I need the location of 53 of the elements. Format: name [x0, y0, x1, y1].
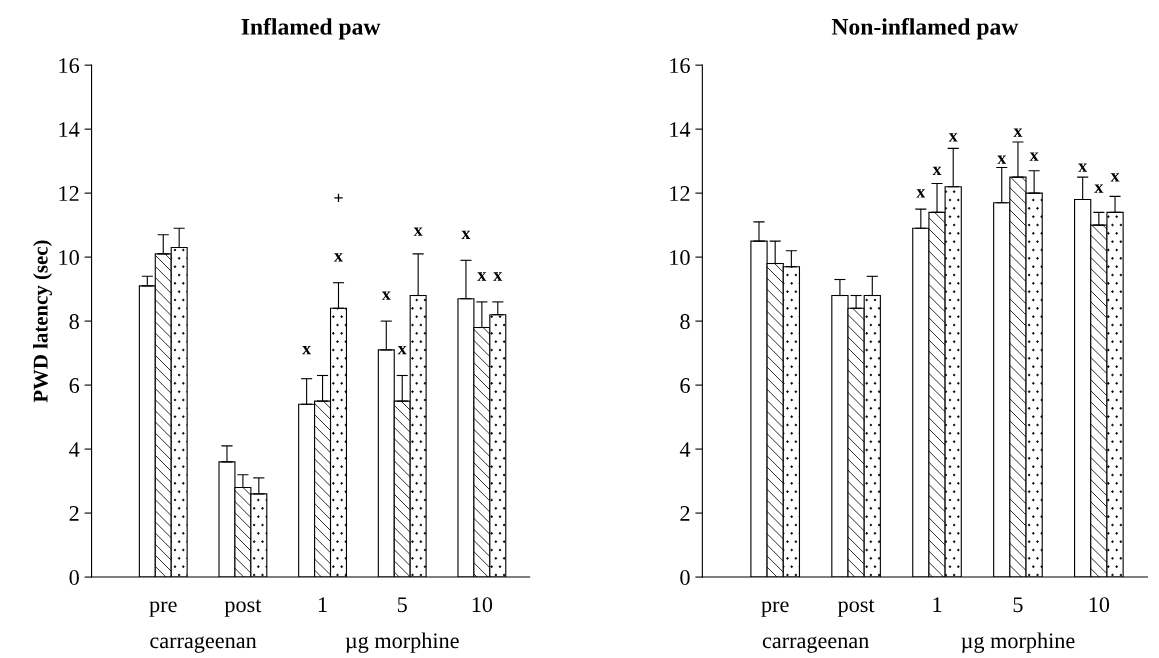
- y-tick-label: 0: [680, 570, 690, 585]
- x-tick-label: 5: [1013, 597, 1023, 613]
- annotation: x: [932, 166, 942, 176]
- x-tick-label: 1: [318, 597, 327, 612]
- annotation: x: [413, 227, 423, 236]
- annotation: x: [1094, 184, 1104, 193]
- x-tick-label: 5: [397, 597, 407, 613]
- annotation: x: [997, 155, 1007, 164]
- text: carrageenan: [762, 636, 869, 653]
- y-tick-label: 12: [59, 186, 79, 201]
- annotation: x: [916, 189, 926, 198]
- y-axis-title: PWD latency (sec): [33, 240, 52, 403]
- y-tick-label: 8: [69, 314, 79, 330]
- chart-title: Inflamed paw: [241, 17, 381, 40]
- y-tick-label: 12: [670, 186, 690, 201]
- y-tick-label: 2: [680, 506, 690, 521]
- x-tick-label: pre: [761, 601, 789, 617]
- annotation: x: [1013, 128, 1023, 137]
- y-tick-label: 16: [59, 58, 80, 74]
- text: carrageenan: [150, 636, 257, 653]
- x-tick-label: 1: [933, 597, 942, 612]
- annotation: x: [948, 133, 958, 142]
- x-tick-label: post: [837, 599, 875, 617]
- annotation: x: [477, 272, 487, 281]
- chart-title: Non-inflamed paw: [831, 17, 1019, 40]
- y-tick-label: 10: [59, 250, 79, 266]
- y-tick-label: 16: [670, 58, 690, 74]
- annotation: x: [461, 230, 471, 240]
- y-tick-label: 14: [59, 122, 80, 137]
- annotation: x: [1078, 163, 1088, 172]
- text: µg morphine: [961, 632, 1075, 653]
- annotation: x: [1029, 152, 1039, 161]
- y-tick-label: 4: [679, 442, 691, 457]
- y-tick-label: 10: [670, 250, 690, 266]
- y-tick-label: 4: [69, 442, 80, 457]
- x-tick-label: pre: [149, 601, 177, 617]
- x-tick-label: post: [224, 599, 262, 617]
- annotation: x: [302, 345, 312, 355]
- annotation: x: [1110, 173, 1120, 182]
- x-tick-label: 10: [472, 597, 493, 613]
- y-tick-label: 0: [69, 570, 79, 585]
- y-tick-label: 8: [680, 314, 690, 330]
- x-tick-label: 10: [1089, 597, 1110, 613]
- y-tick-label: 2: [69, 506, 79, 521]
- text: µg morphine: [345, 632, 459, 653]
- annotation: x: [334, 253, 343, 262]
- y-tick-label: 6: [680, 378, 690, 394]
- annotation: +: [334, 193, 343, 203]
- annotation: x: [381, 291, 391, 300]
- annotation: x: [493, 272, 503, 281]
- y-tick-label: 14: [670, 122, 691, 137]
- y-tick-label: 6: [69, 378, 80, 394]
- annotation: x: [397, 345, 407, 355]
